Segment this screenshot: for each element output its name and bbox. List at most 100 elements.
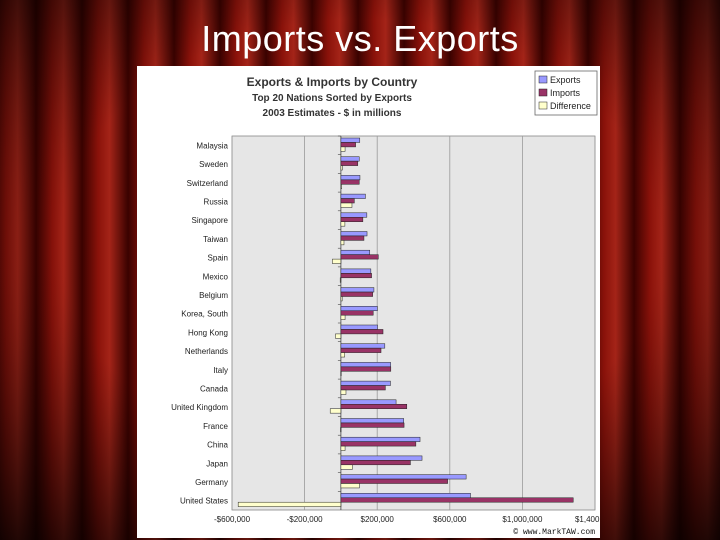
bar-imports xyxy=(340,217,364,222)
bar-difference xyxy=(340,146,346,152)
x-tick-label: $1,400,000 xyxy=(575,515,600,524)
bar-exports xyxy=(340,418,404,424)
chart-title: Exports & Imports by Country xyxy=(247,75,418,89)
category-label: Spain xyxy=(208,254,228,263)
category-label: United Kingdom xyxy=(171,403,228,412)
bar-difference xyxy=(340,445,346,451)
x-tick-label: $600,000 xyxy=(433,515,467,524)
bar-imports xyxy=(340,254,379,260)
bar-difference xyxy=(340,389,347,395)
category-label: Russia xyxy=(204,197,229,206)
category-label: Taiwan xyxy=(203,235,228,244)
bar-imports xyxy=(340,441,417,447)
legend-label: Difference xyxy=(550,101,591,111)
bar-difference xyxy=(340,314,346,320)
bar-exports xyxy=(340,156,360,162)
bar-exports xyxy=(340,324,378,330)
bar-imports xyxy=(340,160,359,166)
bar-exports xyxy=(340,249,371,255)
bar-difference xyxy=(340,184,342,190)
bar-imports xyxy=(340,291,373,297)
chart-subtitle-1: Top 20 Nations Sorted by Exports xyxy=(252,93,412,104)
bar-exports xyxy=(340,399,397,405)
legend: Exports Imports Difference xyxy=(534,70,598,116)
bar-exports xyxy=(340,474,467,480)
bar-imports xyxy=(340,142,356,148)
x-tick-label: $1,000,000 xyxy=(502,515,543,524)
bar-difference xyxy=(339,277,342,283)
x-tick-label: -$600,000 xyxy=(214,515,251,524)
category-label: Germany xyxy=(195,478,228,487)
bar-difference xyxy=(340,371,342,377)
bar-exports xyxy=(340,231,368,237)
bar-imports xyxy=(340,310,374,316)
bar-imports xyxy=(340,404,408,409)
bar-exports xyxy=(340,380,391,386)
bar-difference xyxy=(340,427,342,433)
bar-imports xyxy=(340,235,365,241)
category-label: France xyxy=(203,422,228,431)
bar-difference xyxy=(340,221,346,227)
bar-exports xyxy=(340,493,471,499)
bar-exports xyxy=(340,362,391,368)
category-label: Singapore xyxy=(192,216,229,225)
category-label: Netherlands xyxy=(185,347,228,356)
bar-imports xyxy=(340,497,574,503)
bar-exports xyxy=(340,343,386,349)
bar-exports xyxy=(340,455,423,461)
bar-difference xyxy=(329,408,342,414)
category-label: Mexico xyxy=(203,272,229,281)
bar-difference xyxy=(340,296,343,302)
bar-exports xyxy=(340,212,368,218)
bar-exports xyxy=(340,193,366,199)
bar-exports xyxy=(340,287,375,293)
chart-panel: Exports & Imports by Country Top 20 Nati… xyxy=(137,66,600,538)
plot-area xyxy=(231,135,596,511)
bar-imports xyxy=(340,198,355,204)
legend-swatch xyxy=(538,88,548,97)
category-label: China xyxy=(207,441,228,450)
category-label: United States xyxy=(180,497,228,506)
bar-chart: Exports & Imports by Country Top 20 Nati… xyxy=(171,70,600,537)
bar-exports xyxy=(340,137,361,143)
bar-difference xyxy=(340,202,353,208)
x-tick-label: -$200,000 xyxy=(287,515,324,524)
bar-difference xyxy=(332,258,342,264)
bar-imports xyxy=(340,347,382,353)
bar-difference xyxy=(340,165,343,171)
category-label: Japan xyxy=(206,459,228,468)
legend-label: Imports xyxy=(550,88,581,98)
category-label: Italy xyxy=(213,366,228,375)
bar-difference xyxy=(340,240,345,246)
category-label: Sweden xyxy=(199,160,228,169)
legend-label: Exports xyxy=(550,75,581,85)
bar-exports xyxy=(340,268,372,274)
bar-exports xyxy=(340,175,361,181)
bar-difference xyxy=(237,501,342,507)
category-label: Malaysia xyxy=(196,141,228,150)
bar-imports xyxy=(340,460,411,466)
bar-exports xyxy=(340,436,421,442)
bar-imports xyxy=(340,329,384,335)
credit-text: © www.MarkTAW.com xyxy=(513,528,595,537)
bar-difference xyxy=(340,352,345,358)
slide-title: Imports vs. Exports xyxy=(201,18,519,59)
category-label: Hong Kong xyxy=(188,328,228,337)
bar-difference xyxy=(340,483,360,489)
bar-exports xyxy=(340,306,378,312)
bar-imports xyxy=(340,179,360,185)
category-label: Canada xyxy=(200,384,229,393)
chart-subtitle-2: 2003 Estimates - $ in millions xyxy=(263,108,402,119)
legend-swatch xyxy=(538,75,548,84)
category-label: Switzerland xyxy=(187,179,228,188)
legend-swatch xyxy=(538,101,548,110)
bar-imports xyxy=(340,273,372,279)
bar-imports xyxy=(340,385,386,391)
bar-imports xyxy=(340,478,448,484)
x-tick-label: $200,000 xyxy=(361,515,395,524)
bar-imports xyxy=(340,366,392,372)
category-label: Belgium xyxy=(199,291,228,300)
bar-imports xyxy=(340,422,405,428)
category-label: Korea, South xyxy=(181,310,228,319)
bar-difference xyxy=(335,333,342,339)
